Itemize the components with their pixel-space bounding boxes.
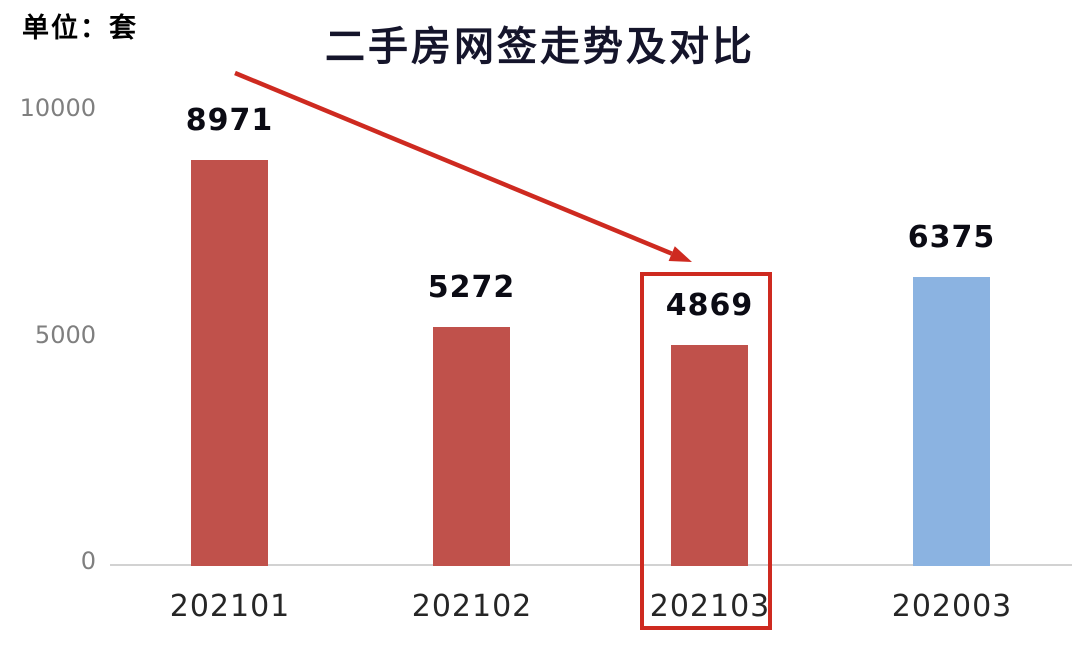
y-axis-tick-10000: 10000 bbox=[19, 94, 96, 122]
bar-value-label: 6375 bbox=[907, 220, 996, 255]
bar-value-label: 8971 bbox=[185, 103, 274, 138]
y-axis-tick-0: 0 bbox=[80, 547, 96, 575]
bar-202103 bbox=[671, 345, 748, 566]
arrow-line bbox=[234, 70, 673, 256]
x-axis-label-202003: 202003 bbox=[891, 589, 1013, 624]
x-axis-label-202101: 202101 bbox=[169, 589, 291, 624]
x-axis-label-202102: 202102 bbox=[411, 589, 533, 624]
bar-group-202102: 5272 bbox=[428, 270, 514, 566]
bar-group-202101: 8971 bbox=[186, 103, 272, 566]
y-axis-tick-5000: 5000 bbox=[34, 321, 96, 349]
bar-202003 bbox=[913, 277, 990, 566]
bar-202102 bbox=[433, 327, 510, 566]
bar-value-label: 4869 bbox=[665, 288, 754, 323]
x-axis-label-202103: 202103 bbox=[649, 589, 771, 624]
bar-group-202103: 4869 bbox=[666, 288, 752, 566]
chart-title: 二手房网签走势及对比 bbox=[325, 23, 755, 70]
arrow-head-icon bbox=[668, 246, 692, 262]
bar-202101 bbox=[191, 160, 268, 566]
bar-value-label: 5272 bbox=[427, 270, 516, 305]
unit-label: 单位：套 bbox=[22, 13, 138, 44]
x-axis-line bbox=[110, 564, 1072, 566]
bar-group-202003: 6375 bbox=[908, 220, 994, 566]
